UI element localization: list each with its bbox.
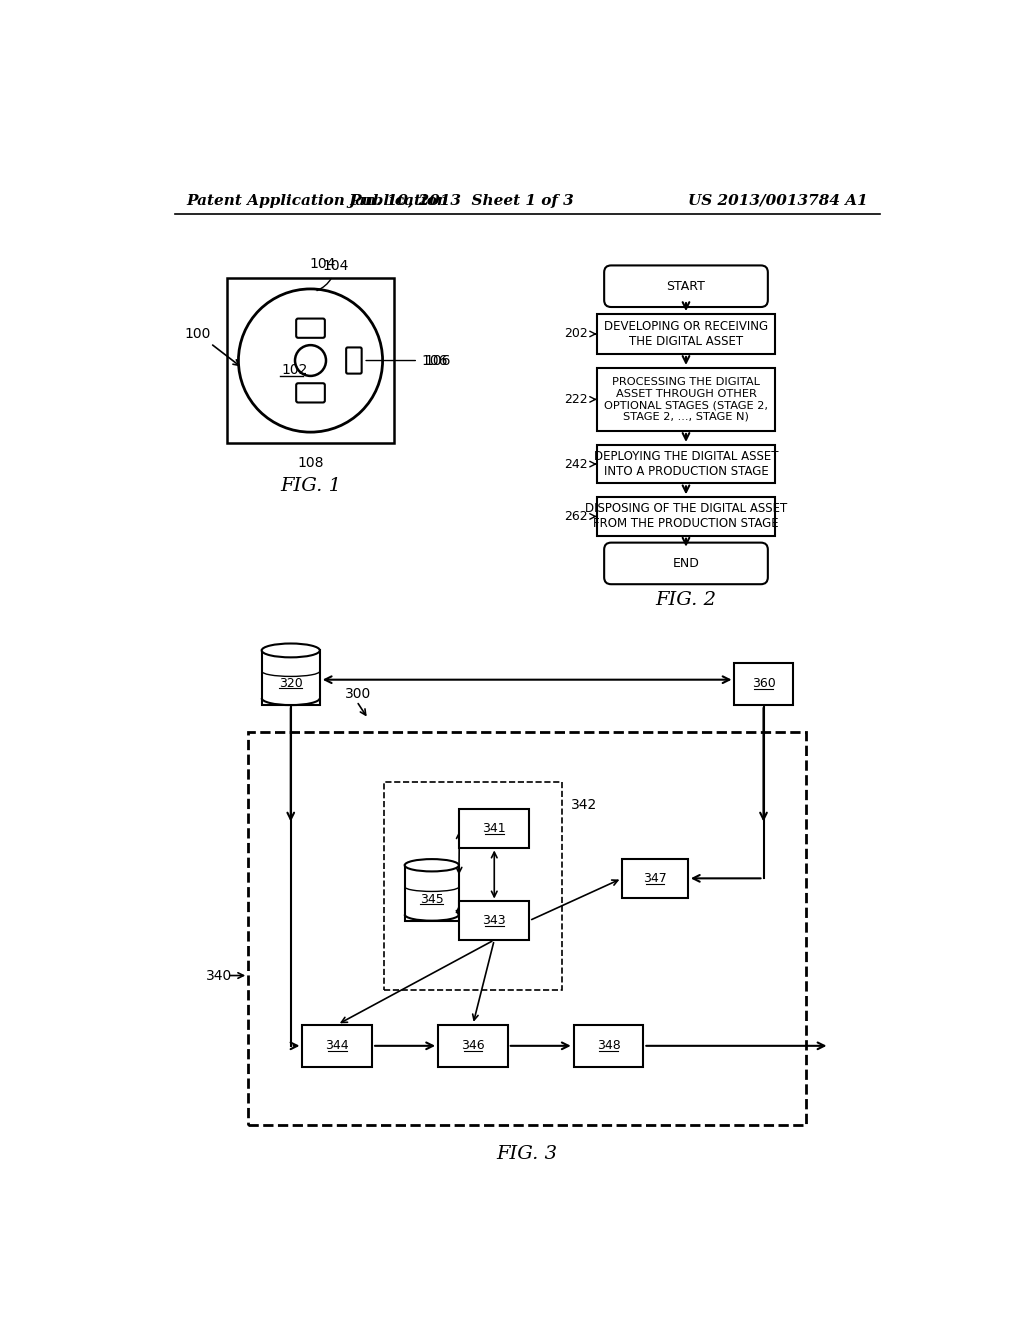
Text: DEPLOYING THE DIGITAL ASSET
INTO A PRODUCTION STAGE: DEPLOYING THE DIGITAL ASSET INTO A PRODU… xyxy=(594,450,778,478)
Ellipse shape xyxy=(404,859,459,871)
Text: 345: 345 xyxy=(420,892,443,906)
Bar xyxy=(460,902,529,940)
Bar xyxy=(734,663,793,705)
FancyBboxPatch shape xyxy=(296,318,325,338)
Text: 104: 104 xyxy=(317,259,348,290)
Text: US 2013/0013784 A1: US 2013/0013784 A1 xyxy=(688,194,868,207)
Text: DEVELOPING OR RECEIVING
THE DIGITAL ASSET: DEVELOPING OR RECEIVING THE DIGITAL ASSE… xyxy=(604,319,768,348)
Text: 106: 106 xyxy=(366,354,447,367)
Text: 344: 344 xyxy=(326,1039,349,1052)
Text: 342: 342 xyxy=(571,799,598,812)
Text: FIG. 1: FIG. 1 xyxy=(280,477,341,495)
Text: 108: 108 xyxy=(297,455,324,470)
Text: END: END xyxy=(673,557,699,570)
Text: 341: 341 xyxy=(482,822,506,834)
Ellipse shape xyxy=(262,644,319,657)
Bar xyxy=(622,859,688,898)
FancyBboxPatch shape xyxy=(296,383,325,403)
Bar xyxy=(227,277,394,444)
Bar xyxy=(438,1024,508,1067)
Text: 202: 202 xyxy=(564,327,588,341)
Text: 300: 300 xyxy=(345,686,372,701)
Text: 320: 320 xyxy=(279,677,303,690)
Bar xyxy=(573,1024,643,1067)
Text: DISPOSING OF THE DIGITAL ASSET
FROM THE PRODUCTION STAGE: DISPOSING OF THE DIGITAL ASSET FROM THE … xyxy=(585,503,787,531)
Bar xyxy=(597,498,775,536)
Text: START: START xyxy=(667,280,706,293)
Text: Patent Application Publication: Patent Application Publication xyxy=(186,194,449,207)
Text: 346: 346 xyxy=(461,1039,484,1052)
Bar xyxy=(597,368,775,430)
Text: FIG. 2: FIG. 2 xyxy=(655,591,717,610)
Text: Jan. 10, 2013  Sheet 1 of 3: Jan. 10, 2013 Sheet 1 of 3 xyxy=(348,194,574,207)
Bar xyxy=(597,314,775,354)
Text: 104: 104 xyxy=(309,257,335,271)
FancyBboxPatch shape xyxy=(248,733,806,1125)
Text: 102: 102 xyxy=(281,363,307,376)
Text: 262: 262 xyxy=(564,510,588,523)
Text: 348: 348 xyxy=(597,1039,621,1052)
Text: 347: 347 xyxy=(643,871,667,884)
Text: 360: 360 xyxy=(752,677,775,690)
Bar xyxy=(262,651,319,705)
Bar xyxy=(302,1024,372,1067)
Text: 242: 242 xyxy=(564,458,588,471)
Bar xyxy=(404,866,459,921)
Text: PROCESSING THE DIGITAL
ASSET THROUGH OTHER
OPTIONAL STAGES (STAGE 2,
STAGE 2, ..: PROCESSING THE DIGITAL ASSET THROUGH OTH… xyxy=(604,378,768,422)
Bar xyxy=(597,445,775,483)
Text: 343: 343 xyxy=(482,915,506,927)
FancyBboxPatch shape xyxy=(604,265,768,308)
Text: 106: 106 xyxy=(425,354,452,367)
FancyBboxPatch shape xyxy=(604,543,768,585)
Text: 222: 222 xyxy=(564,393,588,407)
FancyBboxPatch shape xyxy=(384,781,562,990)
Bar xyxy=(460,809,529,847)
FancyBboxPatch shape xyxy=(346,347,361,374)
Text: FIG. 3: FIG. 3 xyxy=(497,1144,558,1163)
Text: 340: 340 xyxy=(206,969,231,982)
Text: 100: 100 xyxy=(184,326,239,366)
